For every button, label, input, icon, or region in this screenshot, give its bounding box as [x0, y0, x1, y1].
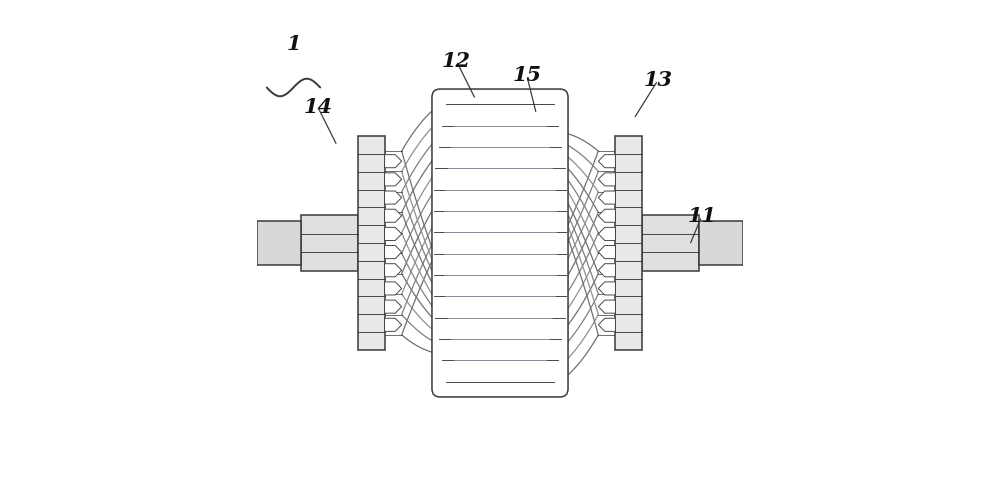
Polygon shape	[385, 264, 402, 277]
FancyBboxPatch shape	[432, 89, 568, 397]
Text: 15: 15	[512, 65, 541, 86]
Polygon shape	[385, 227, 402, 241]
Polygon shape	[385, 209, 402, 222]
Polygon shape	[598, 300, 615, 313]
Text: 1: 1	[286, 34, 301, 54]
Polygon shape	[385, 173, 402, 186]
Text: 12: 12	[442, 51, 471, 71]
Text: 14: 14	[303, 97, 332, 117]
Polygon shape	[598, 318, 615, 331]
Text: 11: 11	[687, 206, 716, 226]
Polygon shape	[385, 245, 402, 259]
Bar	[301, 215, 358, 271]
Bar	[699, 221, 743, 265]
Bar	[358, 136, 385, 350]
Polygon shape	[598, 191, 615, 204]
Bar	[257, 221, 301, 265]
Polygon shape	[598, 264, 615, 277]
Polygon shape	[385, 318, 402, 331]
Polygon shape	[598, 173, 615, 186]
Polygon shape	[598, 227, 615, 241]
Polygon shape	[598, 155, 615, 168]
Text: 13: 13	[643, 70, 672, 90]
Bar	[642, 215, 699, 271]
Polygon shape	[385, 300, 402, 313]
Polygon shape	[598, 282, 615, 295]
Polygon shape	[385, 155, 402, 168]
Polygon shape	[385, 282, 402, 295]
Polygon shape	[598, 209, 615, 222]
Polygon shape	[598, 245, 615, 259]
Polygon shape	[385, 191, 402, 204]
Bar	[615, 136, 642, 350]
